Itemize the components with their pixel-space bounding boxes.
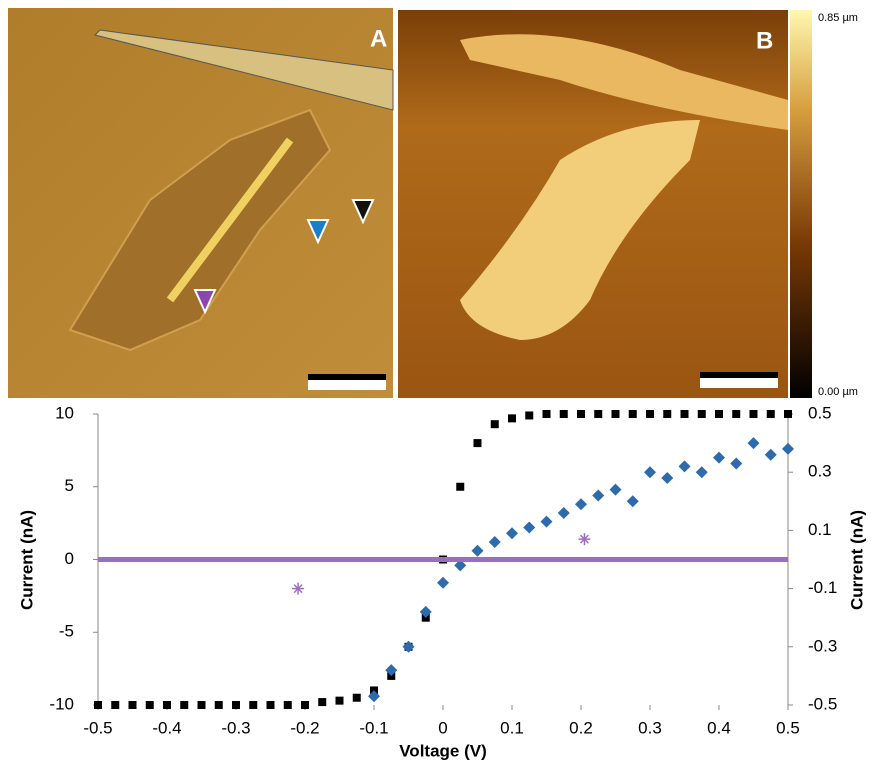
point [111, 701, 119, 709]
point [765, 449, 777, 461]
point [782, 443, 794, 455]
point [146, 701, 154, 709]
point [523, 521, 535, 533]
x-tick-label: 0.5 [776, 718, 800, 737]
point [661, 472, 673, 484]
panel-label: B [756, 27, 773, 54]
point [249, 701, 257, 709]
y-axis-title: Current (nA) [17, 510, 36, 610]
figure: A B 0.85 µm 0.00 µm Voltage (V) Current … [0, 0, 871, 764]
point [627, 495, 639, 507]
point [215, 701, 223, 709]
point [284, 701, 292, 709]
x-tick-label: 0.3 [638, 718, 662, 737]
point [232, 701, 240, 709]
point [543, 410, 551, 418]
point [318, 698, 326, 706]
point [644, 466, 656, 478]
point [180, 701, 188, 709]
point [767, 410, 775, 418]
point [336, 697, 344, 705]
point [489, 536, 501, 548]
point [560, 410, 568, 418]
point [491, 420, 499, 428]
point [353, 694, 361, 702]
point [163, 701, 171, 709]
x-tick-label: 0.4 [707, 718, 731, 737]
x-tick-label: -0.2 [290, 718, 319, 737]
y2-tick-label: -0.3 [808, 636, 837, 655]
y2-tick-label: 0.5 [808, 403, 832, 422]
colorbar-label: 0.85 µm [818, 12, 858, 24]
point [748, 437, 760, 449]
point [472, 545, 484, 557]
y-tick-label: 5 [65, 476, 74, 495]
point [663, 410, 671, 418]
y2-axis-title: Current (nA) [847, 510, 866, 610]
point [575, 498, 587, 510]
point [592, 489, 604, 501]
point [508, 414, 516, 422]
point [696, 466, 708, 478]
point [506, 527, 518, 539]
point [594, 410, 602, 418]
point [94, 701, 102, 709]
point [698, 410, 706, 418]
y2-tick-label: 0.1 [808, 520, 832, 539]
point [577, 410, 585, 418]
point [612, 410, 620, 418]
x-axis-title: Voltage (V) [399, 741, 487, 760]
y2-tick-label: -0.5 [808, 694, 837, 713]
point [715, 410, 723, 418]
point [456, 483, 464, 491]
point [750, 410, 758, 418]
point [267, 701, 275, 709]
x-tick-label: 0.1 [500, 718, 524, 737]
point [730, 457, 742, 469]
point [784, 410, 792, 418]
point [646, 410, 654, 418]
point [198, 701, 206, 709]
point [129, 701, 137, 709]
point [610, 484, 622, 496]
point [541, 516, 553, 528]
x-tick-label: 0.2 [569, 718, 593, 737]
x-tick-label: -0.1 [359, 718, 388, 737]
point [681, 410, 689, 418]
panel-a: A [8, 8, 393, 398]
y2-tick-label: -0.1 [808, 578, 837, 597]
y-tick-label: 10 [55, 403, 74, 422]
point [732, 410, 740, 418]
point [679, 460, 691, 472]
chart: Voltage (V) Current (nA) Current (nA) -0… [17, 403, 866, 760]
x-tick-label: -0.4 [152, 718, 181, 737]
x-tick-label: -0.5 [83, 718, 112, 737]
point [713, 452, 725, 464]
x-tick-label: 0 [438, 718, 447, 737]
point [301, 701, 309, 709]
point [403, 641, 415, 653]
panel-label: A [370, 25, 387, 52]
y-tick-label: 0 [65, 549, 74, 568]
point [368, 690, 380, 702]
point [420, 606, 432, 618]
y2-tick-label: 0.3 [808, 462, 832, 481]
point [292, 583, 304, 595]
panel-b: B 0.85 µm 0.00 µm [398, 10, 858, 398]
point [474, 439, 482, 447]
colorbar-label: 0.00 µm [818, 386, 858, 398]
point [525, 411, 533, 419]
x-tick-label: -0.3 [221, 718, 250, 737]
point [437, 577, 449, 589]
point [385, 664, 397, 676]
point [558, 507, 570, 519]
y-tick-label: -10 [49, 694, 74, 713]
point [578, 533, 590, 545]
point [629, 410, 637, 418]
y-tick-label: -5 [59, 622, 74, 641]
